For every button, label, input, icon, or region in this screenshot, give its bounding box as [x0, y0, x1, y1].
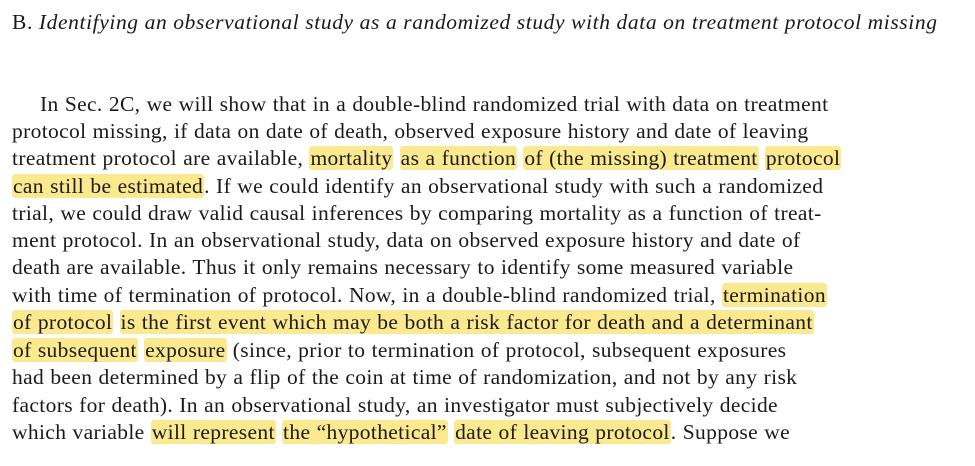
text-segment: . Suppose we — [670, 420, 791, 444]
highlighted-text: can still be estimated — [12, 174, 205, 198]
text-line: factors for death). In an observational … — [12, 392, 778, 418]
highlighted-text: of subsequent — [12, 338, 138, 362]
text-segment — [113, 310, 119, 334]
highlighted-text: exposure — [144, 338, 227, 362]
text-line: of subsequent exposure (since, prior to … — [12, 337, 786, 363]
highlighted-text: mortality — [309, 146, 394, 170]
section-title: Identifying an observational study as a … — [38, 10, 938, 34]
highlighted-text: protocol — [764, 146, 842, 170]
section-heading: B. Identifying an observational study as… — [12, 8, 962, 37]
text-line: which variable will represent the “hypot… — [12, 419, 790, 445]
text-segment: treatment protocol are available, — [12, 146, 310, 170]
text-line: In Sec. 2C, we will show that in a doubl… — [40, 91, 828, 117]
text-segment: . If we could identify an observational … — [204, 174, 824, 198]
text-segment: had been determined by a flip of the coi… — [12, 365, 798, 389]
text-line: can still be estimated. If we could iden… — [12, 173, 823, 199]
text-line: had been determined by a flip of the coi… — [12, 364, 797, 390]
highlighted-text: the “hypothetical” — [282, 420, 448, 444]
text-line: trial, we could draw valid causal infere… — [12, 200, 822, 226]
section-label: B. — [12, 10, 33, 34]
text-segment: (since, prior to termination of protocol… — [226, 338, 787, 362]
text-line: protocol missing, if data on date of dea… — [12, 118, 808, 144]
text-line: with time of termination of protocol. No… — [12, 282, 827, 308]
text-line: death are available. Thus it only remain… — [12, 254, 793, 280]
highlighted-text: date of leaving protocol — [454, 420, 671, 444]
text-segment — [759, 146, 765, 170]
text-segment — [393, 146, 399, 170]
text-segment: with time of termination of protocol. No… — [12, 283, 722, 307]
text-line: ment protocol. In an observational study… — [12, 227, 800, 253]
text-segment: which variable — [12, 420, 151, 444]
text-segment: In Sec. 2C, we will show that in a doubl… — [40, 92, 829, 116]
text-segment: death are available. Thus it only remain… — [12, 255, 794, 279]
highlighted-text: as a function — [399, 146, 518, 170]
text-line: of protocol is the first event which may… — [12, 309, 814, 335]
highlighted-text: of protocol — [12, 310, 114, 334]
text-segment: factors for death). In an observational … — [12, 393, 778, 417]
text-segment: ment protocol. In an observational study… — [12, 228, 801, 252]
highlighted-text: termination — [721, 283, 827, 307]
highlighted-text: is the first event which may be both a r… — [119, 310, 814, 334]
text-segment: protocol missing, if data on date of dea… — [12, 119, 809, 143]
highlighted-text: will represent — [150, 420, 276, 444]
text-segment: trial, we could draw valid causal infere… — [12, 201, 822, 225]
highlighted-text: of (the missing) treatment — [523, 146, 759, 170]
text-line: treatment protocol are available, mortal… — [12, 145, 842, 171]
